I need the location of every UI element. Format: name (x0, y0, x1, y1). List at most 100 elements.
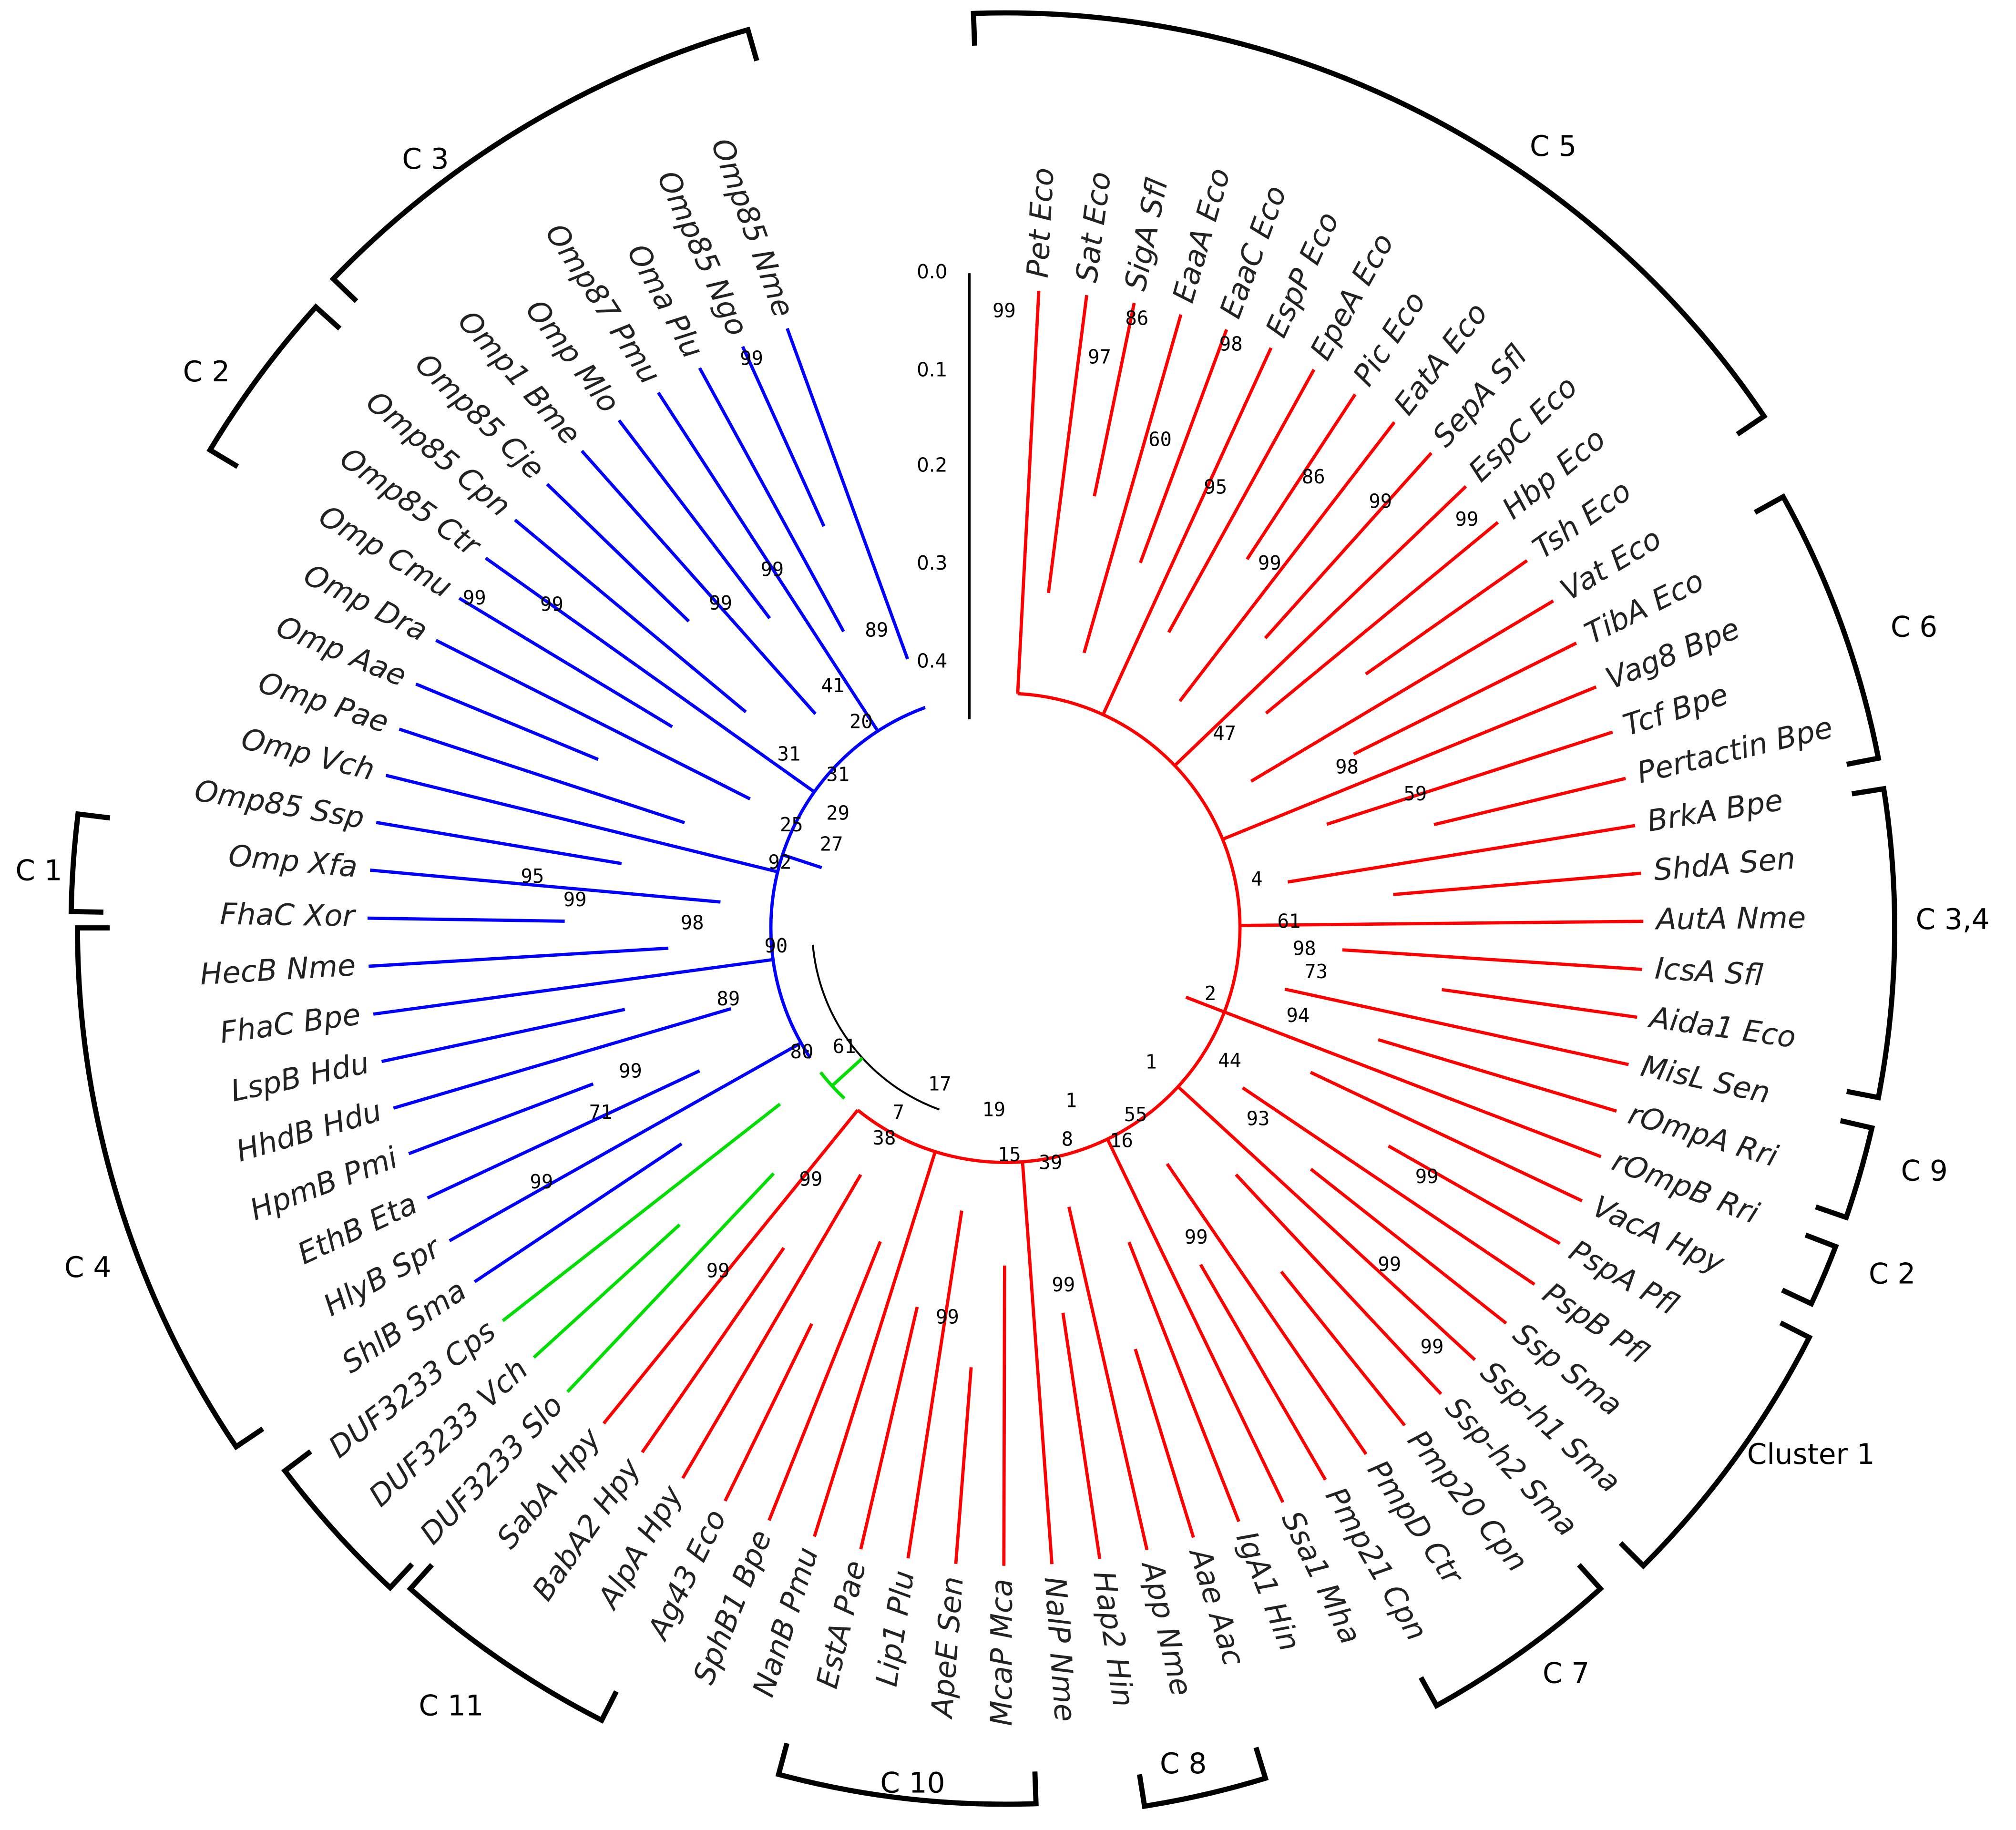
branch (581, 450, 817, 715)
bootstrap-value: 94 (1286, 1004, 1310, 1027)
root-arc (812, 944, 940, 1111)
branch (473, 1142, 683, 1283)
branch (1093, 303, 1136, 497)
branch (813, 1151, 937, 1537)
branch (741, 346, 826, 527)
bootstrap-value: 31 (777, 742, 800, 765)
bootstrap-value: 20 (849, 710, 873, 733)
bootstrap-value: 99 (1052, 1273, 1075, 1296)
branch (1433, 777, 1626, 827)
bootstrap-value: 99 (1415, 1165, 1439, 1188)
bootstrap-value: 27 (820, 833, 843, 856)
bootstrap-value: 99 (706, 1259, 730, 1282)
bootstrap-value: 80 (790, 1040, 814, 1063)
leaf-label: Omp85 Ssp (192, 773, 367, 835)
branch (657, 391, 880, 732)
bootstrap-value: 86 (1125, 307, 1148, 329)
clade-stem (831, 1057, 864, 1087)
branch (1067, 1206, 1149, 1551)
leaf-label: ApeE Sen (924, 1575, 970, 1720)
leaf-label: NalP Nme (1038, 1575, 1083, 1723)
bootstrap-value: 60 (1148, 428, 1172, 451)
bootstrap-value: 99 (1369, 490, 1392, 512)
bootstrap-value: 41 (821, 674, 844, 697)
cluster-label: C 2 (1869, 1258, 1915, 1291)
bootstrap-value: 7 (892, 1101, 904, 1124)
branch (370, 869, 721, 904)
leaf-label: Lip1 Plu (869, 1568, 921, 1689)
leaf-label: IcsA Sfl (1654, 951, 1764, 993)
branch (698, 367, 845, 633)
branch (1387, 1145, 1561, 1245)
branch (415, 682, 599, 761)
branch (1442, 988, 1637, 1019)
cluster-bracket (329, 26, 759, 303)
cluster-bracket (75, 925, 265, 1451)
bootstrap-value: 99 (760, 558, 784, 581)
bootstrap-value: 38 (873, 1126, 896, 1149)
bootstrap-value: 95 (521, 865, 544, 888)
branch (617, 419, 771, 619)
branch (381, 1008, 625, 1063)
bootstrap-value: 1 (1145, 1050, 1156, 1073)
branch (681, 1174, 862, 1479)
bootstrap-value: 2 (1205, 982, 1216, 1005)
leaf-label: MisL Sen (1638, 1048, 1773, 1110)
bootstrap-value: 86 (1302, 465, 1325, 488)
leaf-label: AutA Nme (1654, 900, 1806, 936)
bootstrap-value: 98 (681, 911, 704, 934)
bootstrap-value: 29 (826, 802, 849, 825)
branch (1287, 824, 1636, 884)
branch (1016, 290, 1041, 694)
branch (1310, 1167, 1507, 1325)
scale-tick-label: 0.3 (917, 552, 947, 574)
branch (1166, 1163, 1368, 1455)
branch (906, 1210, 963, 1559)
branch (376, 821, 622, 865)
branch (458, 597, 673, 728)
branch (1326, 730, 1613, 826)
branch (641, 1247, 786, 1453)
branch (1378, 1038, 1617, 1113)
bootstrap-value: 99 (1421, 1335, 1444, 1358)
branch (1224, 1010, 1602, 1158)
bootstrap-value: 16 (1110, 1129, 1133, 1152)
branch (566, 1172, 775, 1393)
cluster-bracket (68, 811, 111, 915)
bootstrap-value: 15 (998, 1143, 1021, 1166)
branch (501, 1103, 781, 1322)
branch (954, 1367, 973, 1564)
cluster-label: C 3,4 (1916, 903, 1990, 936)
branch (1240, 920, 1644, 927)
bootstrap-value: 99 (1258, 552, 1281, 574)
cluster-bracket (407, 1563, 619, 1724)
bootstrap-value: 90 (764, 934, 788, 957)
branch (724, 1323, 813, 1502)
branch (1235, 1173, 1443, 1395)
branch (1199, 1264, 1327, 1481)
cluster-label: C 8 (1160, 1748, 1207, 1780)
cluster-label: C 3 (402, 143, 449, 176)
bootstrap-value: 19 (982, 1098, 1005, 1121)
bootstrap-value: 99 (619, 1059, 642, 1082)
branch (1106, 1138, 1285, 1503)
clade-stem (1185, 995, 1225, 1014)
branch (408, 1082, 594, 1155)
bootstrap-value: 99 (1455, 508, 1479, 531)
cluster-label: C 1 (15, 854, 62, 887)
branch (1342, 948, 1642, 971)
cluster-bracket (1753, 493, 1882, 767)
bootstrap-value: 71 (589, 1101, 613, 1124)
branch (1178, 421, 1396, 702)
bootstrap-value: 25 (780, 813, 803, 836)
leaf-label: Hap2 Hin (1086, 1569, 1141, 1709)
branch (1250, 599, 1554, 783)
branch (1177, 1085, 1476, 1361)
cluster-bracket (1418, 1563, 1604, 1709)
bootstrap-value: 99 (740, 347, 763, 369)
branch (1173, 485, 1467, 767)
leaf-label: Omp Xfa (227, 838, 359, 884)
bootstrap-value: 95 (1204, 476, 1227, 499)
cluster-bracket (1136, 1747, 1269, 1810)
